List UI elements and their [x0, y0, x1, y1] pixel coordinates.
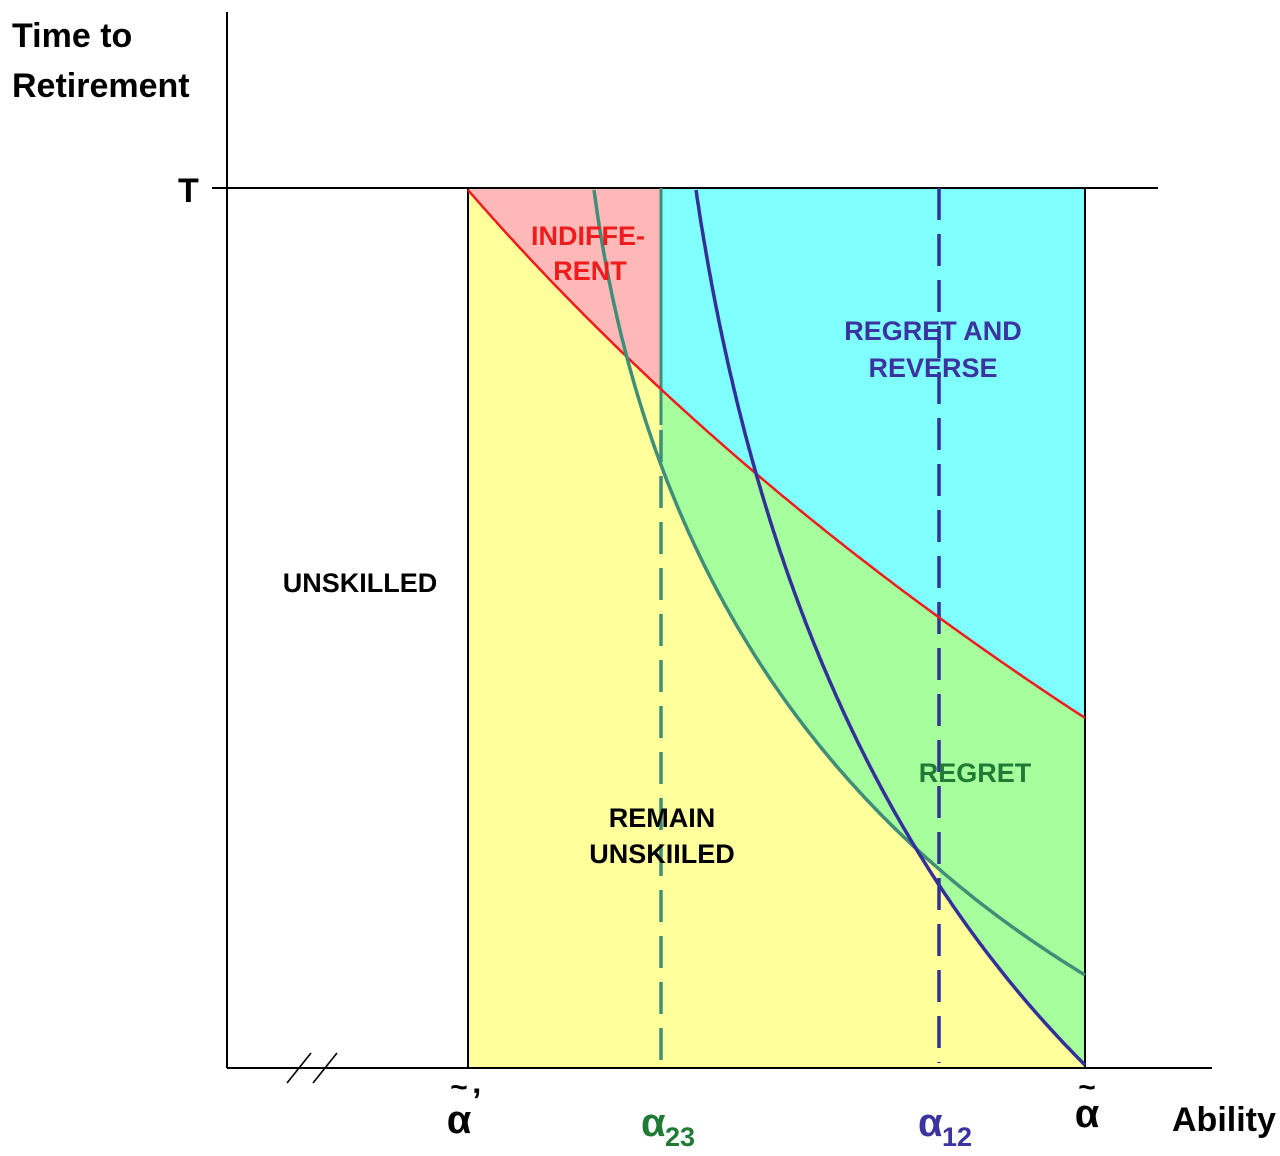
tick-alpha-tilde-prime: ~ α ’: [447, 1071, 482, 1142]
remain-unskilled-label-line1: REMAIN: [609, 803, 716, 833]
x-axis-label: Ability: [1172, 1101, 1276, 1139]
alpha-symbol: α: [1075, 1092, 1100, 1136]
alpha-symbol: α: [641, 1101, 666, 1145]
subscript-12: 12: [942, 1122, 972, 1151]
tilde-mark: ~: [450, 1071, 468, 1104]
axis-break-mark-1: [286, 1052, 312, 1084]
tick-alpha-12: α 12: [918, 1101, 972, 1152]
indifferent-label-line2: RENT: [553, 256, 627, 286]
regret-and-reverse-label-line1: REGRET AND: [844, 316, 1022, 346]
green-regret-curve: [592, 189, 1086, 977]
tick-alpha-23: α 23: [641, 1101, 695, 1152]
regret-and-reverse-region: [661, 188, 1085, 718]
regret-label: REGRET: [919, 758, 1032, 788]
tick-alpha-tilde: ~ α: [1075, 1071, 1100, 1136]
alpha-symbol: α: [447, 1098, 472, 1142]
blue-reverse-curve: [694, 189, 1087, 1067]
regret-region: [661, 389, 1085, 1065]
unskilled-label: UNSKILLED: [283, 568, 438, 598]
indifferent-region: [468, 188, 661, 390]
y-axis-label-line1: Time to: [12, 17, 132, 55]
indifferent-label-line1: INDIFFE-: [531, 221, 645, 251]
regret-and-reverse-label-line2: REVERSE: [868, 353, 997, 383]
y-tick-t: T: [178, 172, 199, 210]
y-axis-label-line2: Retirement: [12, 67, 190, 105]
alpha-symbol: α: [918, 1101, 943, 1145]
subscript-23: 23: [665, 1122, 695, 1151]
red-indifference-curve: [467, 189, 1086, 720]
axis-break-mark-2: [312, 1052, 338, 1084]
prime-mark: ’: [472, 1082, 481, 1120]
tilde-mark: ~: [1078, 1071, 1096, 1104]
remain-unskilled-label-line2: UNSKIILED: [589, 839, 735, 869]
